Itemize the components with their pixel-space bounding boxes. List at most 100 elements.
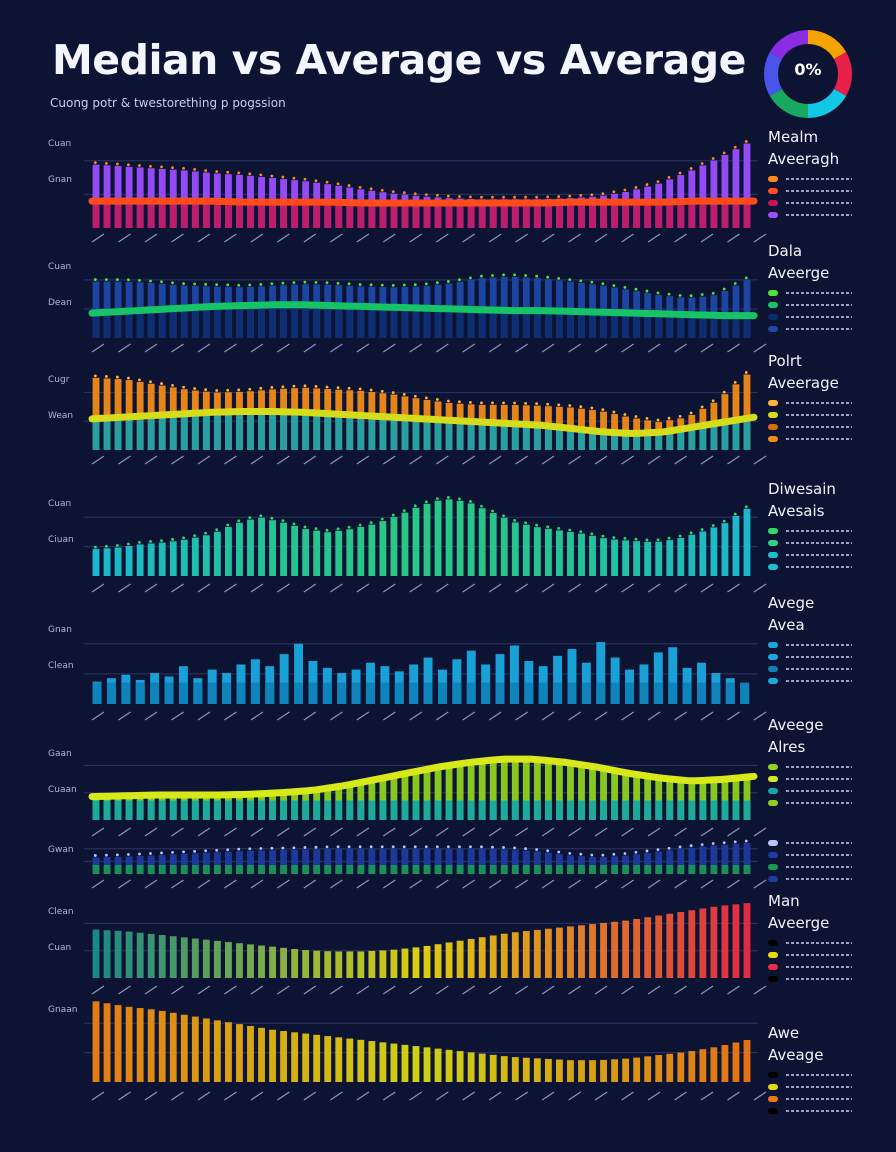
x-tick-label xyxy=(277,583,290,593)
bar-lower xyxy=(158,800,166,820)
data-point xyxy=(270,282,274,286)
x-tick-label xyxy=(568,711,581,721)
bar xyxy=(600,538,607,576)
bar-lower xyxy=(366,682,375,704)
data-point xyxy=(127,376,130,380)
data-point xyxy=(733,840,737,844)
bar-lower xyxy=(269,202,276,228)
x-tick-label xyxy=(435,711,449,721)
bar xyxy=(668,647,678,704)
data-point xyxy=(678,293,682,297)
data-point xyxy=(402,393,406,396)
legend-swatch xyxy=(768,412,778,418)
bar-lower xyxy=(666,314,674,338)
y-axis-label: Wean xyxy=(48,411,73,421)
bar-lower xyxy=(92,201,100,228)
bar xyxy=(313,530,321,576)
data-point xyxy=(524,274,528,277)
data-point xyxy=(171,166,174,170)
data-point xyxy=(104,544,108,548)
bar-lower xyxy=(489,800,497,820)
bar-lower xyxy=(302,800,310,820)
bar xyxy=(225,1022,232,1082)
bar xyxy=(522,524,530,576)
bar-lower xyxy=(556,427,563,450)
bar xyxy=(445,1049,453,1082)
bar-lower xyxy=(291,865,299,874)
bar-lower xyxy=(456,203,464,228)
bar-lower xyxy=(225,411,232,450)
x-tick-label xyxy=(91,879,105,889)
y-axis-label: Cuaan xyxy=(48,785,77,795)
data-point xyxy=(491,509,494,513)
x-tick-label xyxy=(382,985,396,995)
bar xyxy=(653,652,663,704)
bar-lower xyxy=(553,682,563,704)
data-point xyxy=(149,279,152,283)
x-tick-label xyxy=(303,233,317,243)
bar-lower xyxy=(725,682,735,704)
x-tick-label xyxy=(594,583,608,593)
x-tick-label xyxy=(515,827,529,837)
data-point xyxy=(689,844,693,848)
bar xyxy=(677,848,685,874)
x-tick-label xyxy=(224,455,237,465)
data-point xyxy=(314,179,318,183)
bar xyxy=(611,1059,619,1082)
bar xyxy=(346,1038,354,1082)
bar-lower xyxy=(611,312,619,338)
x-tick-label xyxy=(568,455,581,465)
x-tick-label xyxy=(488,583,502,593)
data-point xyxy=(667,175,671,179)
bar xyxy=(456,763,464,820)
bar-lower xyxy=(622,433,630,450)
bar xyxy=(655,778,663,820)
legend-swatch xyxy=(768,952,778,958)
data-point xyxy=(424,193,428,197)
bar-lower xyxy=(280,202,288,228)
x-tick-label xyxy=(144,711,158,721)
data-point xyxy=(347,386,351,390)
bar-lower xyxy=(666,201,674,228)
data-point xyxy=(645,416,649,420)
bar-lower xyxy=(668,682,678,704)
data-point xyxy=(325,385,329,389)
x-tick-label xyxy=(118,711,131,721)
bar-lower xyxy=(544,426,552,450)
x-tick-label xyxy=(303,583,317,593)
bar-lower xyxy=(180,865,188,874)
y-axis-label: Cuan xyxy=(48,943,71,953)
bar xyxy=(423,848,431,874)
x-tick-label xyxy=(250,1091,264,1101)
bar xyxy=(412,848,420,874)
bar-lower xyxy=(379,416,387,450)
data-point xyxy=(546,525,550,529)
x-tick-label xyxy=(171,455,184,465)
data-point xyxy=(215,170,219,173)
bar xyxy=(294,643,304,704)
bar-lower xyxy=(732,800,740,820)
data-point xyxy=(469,500,472,503)
data-point xyxy=(193,387,197,390)
bar xyxy=(688,534,696,576)
bar xyxy=(553,655,563,704)
x-tick-label xyxy=(621,827,634,837)
bar xyxy=(644,541,652,576)
data-point xyxy=(557,850,561,854)
x-tick-label xyxy=(515,343,529,353)
data-point xyxy=(127,163,130,167)
data-point xyxy=(711,399,715,403)
x-tick-label xyxy=(462,985,476,995)
data-point xyxy=(336,527,340,531)
x-tick-label xyxy=(541,1091,555,1101)
bar-lower xyxy=(202,201,210,228)
bar-lower xyxy=(478,865,486,874)
bar-lower xyxy=(191,865,199,874)
chart-panel-6: Gaan Cuaan xyxy=(48,749,767,837)
bar xyxy=(633,854,641,874)
bar-lower xyxy=(445,203,453,228)
bar-lower xyxy=(169,800,177,820)
bar xyxy=(589,924,596,978)
bar-lower xyxy=(324,202,332,228)
bar xyxy=(644,1056,652,1082)
